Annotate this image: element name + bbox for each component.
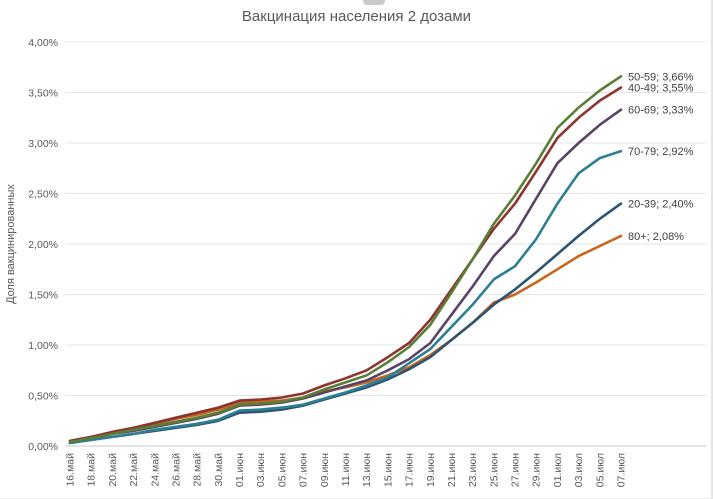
- x-tick-label: 01.июл: [552, 453, 564, 487]
- y-tick-label: 0,50%: [28, 391, 58, 403]
- chart-resize-handle[interactable]: [363, 0, 385, 5]
- series-line-70-79: [68, 149, 623, 445]
- series-line-20-39: [68, 202, 623, 445]
- y-tick-label: 2,50%: [28, 189, 58, 201]
- x-tick-label: 19.июн: [425, 453, 437, 487]
- x-tick-label: 03.июн: [255, 453, 267, 487]
- series-end-label-20-39: 20-39; 2,40%: [628, 199, 694, 211]
- y-tick-label: 0,00%: [28, 441, 58, 453]
- x-tick-label: 26.май: [170, 453, 182, 487]
- x-tick-label: 15.июн: [382, 453, 394, 487]
- series-end-label-70-79: 70-79; 2,92%: [628, 146, 694, 158]
- x-tick-label: 01.июн: [234, 453, 246, 487]
- x-tick-label: 27.июн: [510, 453, 522, 487]
- y-tick-label: 3,50%: [28, 88, 58, 100]
- y-tick-label: 1,50%: [28, 290, 58, 302]
- series-end-label-40-49: 40-49; 3,55%: [628, 82, 694, 94]
- series-end-label-50-59: 50-59; 3,66%: [628, 71, 694, 83]
- series-end-label-60-69: 60-69; 3,33%: [628, 105, 694, 117]
- y-axis-title: Доля вакцинированных: [5, 184, 17, 304]
- x-tick-label: 11.июн: [340, 453, 352, 487]
- x-tick-label: 29.июн: [531, 453, 543, 487]
- y-tick-label: 4,00%: [28, 37, 58, 49]
- x-tick-label: 25.июн: [488, 453, 500, 487]
- x-tick-label: 07.июн: [298, 453, 310, 487]
- series-line-40-49: [68, 86, 623, 443]
- y-tick-label: 2,00%: [28, 239, 58, 251]
- series-line-50-59: [68, 75, 623, 444]
- x-tick-label: 30.май: [213, 453, 225, 487]
- x-tick-label: 22.май: [128, 453, 140, 487]
- chart-title: Вакцинация населения 2 дозами: [241, 8, 472, 25]
- x-tick-label: 18.май: [86, 453, 98, 487]
- x-tick-label: 16.май: [65, 453, 77, 487]
- x-tick-label: 05.июл: [594, 453, 606, 487]
- x-tick-label: 07.июл: [616, 453, 628, 487]
- x-tick-label: 20.май: [107, 453, 119, 487]
- x-tick-label: 17.июн: [404, 453, 416, 487]
- series-line-80+: [68, 234, 623, 443]
- series-end-label-80+: 80+; 2,08%: [628, 231, 684, 243]
- y-tick-label: 1,00%: [28, 340, 58, 352]
- x-tick-label: 13.июн: [361, 453, 373, 487]
- x-tick-label: 09.июн: [319, 453, 331, 487]
- x-tick-label: 24.май: [149, 453, 161, 487]
- y-tick-label: 3,00%: [28, 138, 58, 150]
- x-tick-label: 28.май: [192, 453, 204, 487]
- x-tick-label: 03.июл: [573, 453, 585, 487]
- x-tick-label: 21.июн: [446, 453, 458, 487]
- x-tick-label: 23.июн: [467, 453, 479, 487]
- x-tick-label: 05.июн: [276, 453, 288, 487]
